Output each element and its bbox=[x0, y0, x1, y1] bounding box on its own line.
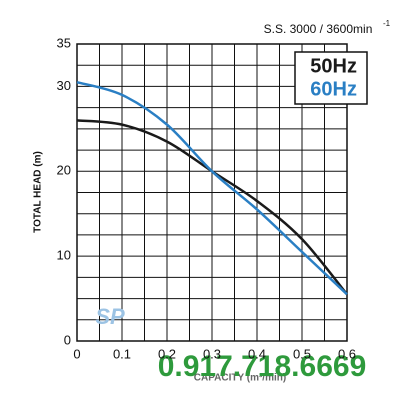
plot-frame bbox=[76, 43, 348, 342]
x-tick-label: 0 bbox=[73, 346, 80, 361]
x-tick-label: 0.1 bbox=[113, 346, 131, 361]
y-tick-label: 20 bbox=[57, 163, 71, 178]
y-tick-label: 0 bbox=[64, 332, 71, 347]
watermark: 0.917.718.6669 bbox=[158, 350, 367, 383]
legend-label: 50Hz bbox=[310, 55, 357, 77]
y-tick-label: 10 bbox=[57, 248, 71, 263]
y-axis-label: TOTAL HEAD (m) bbox=[33, 151, 44, 233]
legend-box bbox=[294, 51, 368, 105]
y-tick-label: 30 bbox=[57, 78, 71, 93]
logo: SP bbox=[95, 304, 125, 329]
x-tick-label: 0.4 bbox=[248, 346, 266, 361]
x-tick-label: 0.6 bbox=[338, 346, 356, 361]
legend-label: 60Hz bbox=[310, 78, 357, 100]
y-tick-label: 35 bbox=[57, 35, 71, 50]
x-tick-label: 0.5 bbox=[293, 346, 311, 361]
subtitle-superscript: -1 bbox=[383, 19, 391, 28]
x-tick-label: 0.2 bbox=[158, 346, 176, 361]
x-tick-label: 0.3 bbox=[203, 346, 221, 361]
subtitle: S.S. 3000 / 3600min bbox=[264, 22, 373, 36]
series-line bbox=[76, 80, 348, 296]
x-axis-label: CAPACITY (m³/min) bbox=[194, 373, 286, 384]
